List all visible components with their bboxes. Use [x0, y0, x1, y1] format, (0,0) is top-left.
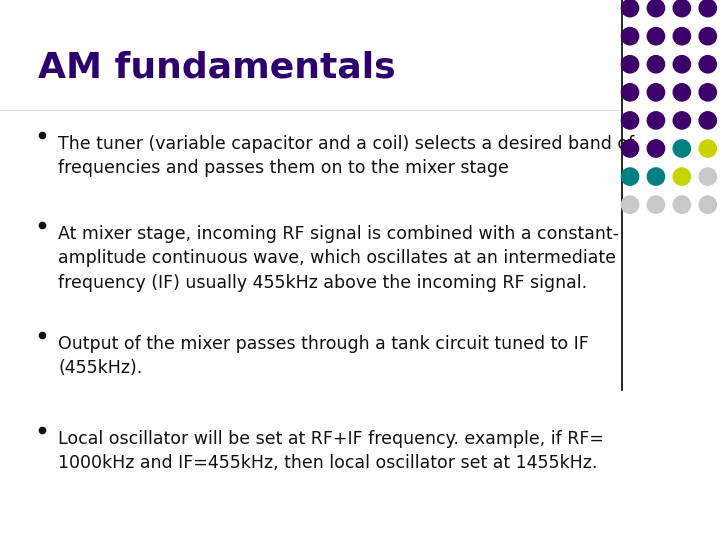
Circle shape: [699, 140, 716, 157]
Circle shape: [647, 168, 665, 185]
Text: Output of the mixer passes through a tank circuit tuned to IF
(455kHz).: Output of the mixer passes through a tan…: [58, 335, 589, 377]
Circle shape: [647, 112, 665, 129]
Circle shape: [621, 196, 639, 213]
Circle shape: [647, 56, 665, 73]
Circle shape: [647, 0, 665, 17]
Circle shape: [621, 84, 639, 101]
Circle shape: [699, 0, 716, 17]
Circle shape: [621, 56, 639, 73]
Circle shape: [621, 112, 639, 129]
Circle shape: [699, 168, 716, 185]
Text: AM fundamentals: AM fundamentals: [38, 50, 395, 84]
Circle shape: [673, 196, 690, 213]
Text: At mixer stage, incoming RF signal is combined with a constant-
amplitude contin: At mixer stage, incoming RF signal is co…: [58, 225, 619, 292]
Circle shape: [673, 28, 690, 45]
Circle shape: [699, 28, 716, 45]
Text: Local oscillator will be set at RF+IF frequency. example, if RF=
1000kHz and IF=: Local oscillator will be set at RF+IF fr…: [58, 430, 604, 472]
Circle shape: [647, 196, 665, 213]
Circle shape: [621, 28, 639, 45]
Circle shape: [621, 168, 639, 185]
Circle shape: [673, 168, 690, 185]
Circle shape: [673, 0, 690, 17]
Circle shape: [673, 84, 690, 101]
Circle shape: [621, 140, 639, 157]
Circle shape: [621, 0, 639, 17]
Circle shape: [699, 196, 716, 213]
Circle shape: [699, 56, 716, 73]
Circle shape: [647, 28, 665, 45]
Circle shape: [647, 84, 665, 101]
Circle shape: [673, 112, 690, 129]
Circle shape: [647, 140, 665, 157]
Circle shape: [699, 84, 716, 101]
Text: The tuner (variable capacitor and a coil) selects a desired band of
frequencies : The tuner (variable capacitor and a coil…: [58, 135, 634, 177]
Circle shape: [673, 56, 690, 73]
Circle shape: [673, 140, 690, 157]
Circle shape: [699, 112, 716, 129]
